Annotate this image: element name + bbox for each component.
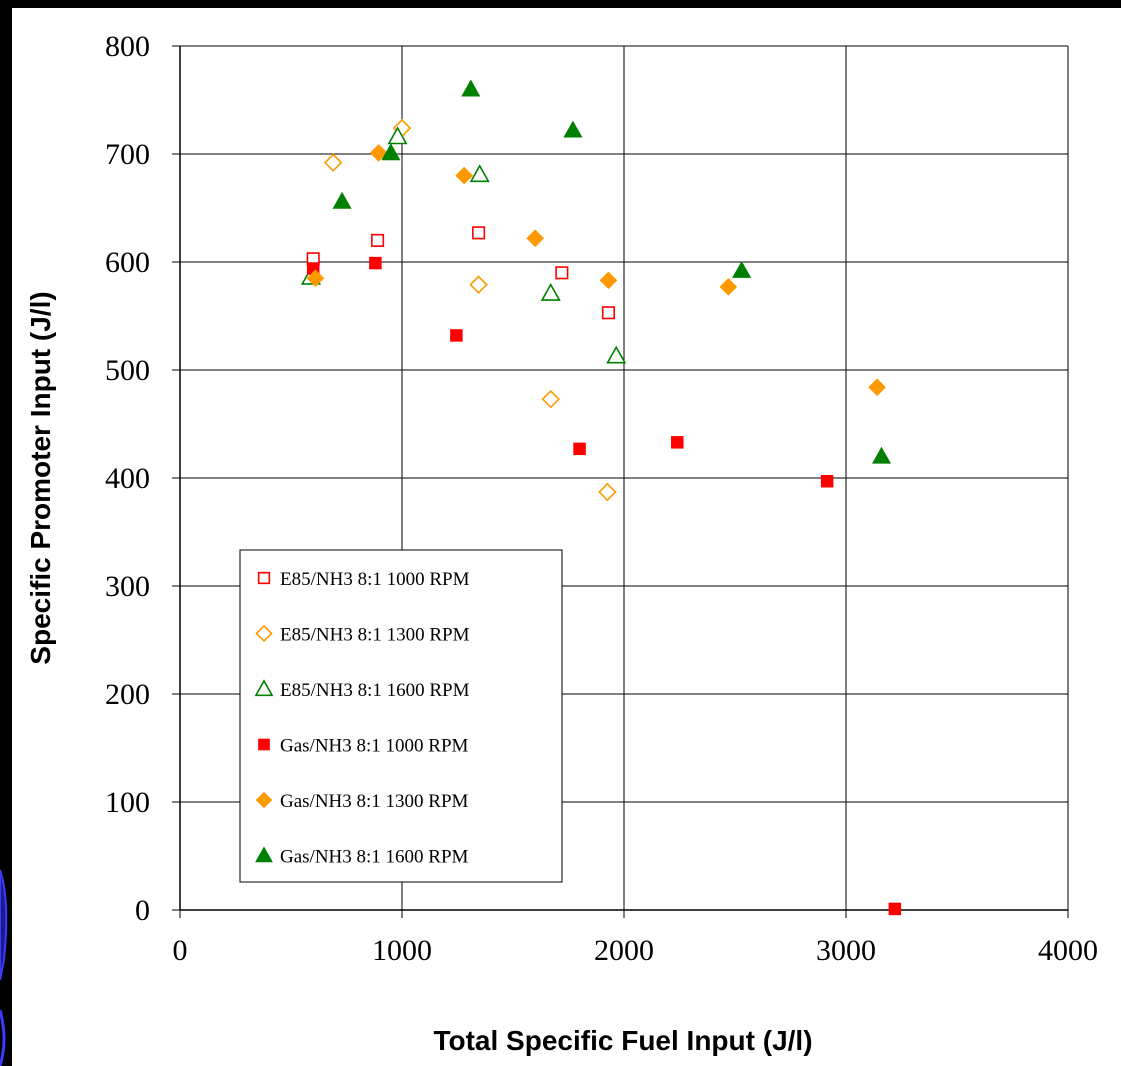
data-point	[719, 278, 738, 296]
data-point	[732, 260, 752, 278]
legend-label: Gas/NH3 8:1 1000 RPM	[280, 736, 469, 757]
data-points	[300, 79, 902, 916]
data-point	[450, 329, 463, 342]
x-tick-label: 2000	[594, 934, 654, 967]
data-point	[871, 446, 892, 464]
data-point	[598, 482, 617, 502]
x-axis-title: Total Specific Fuel Input (J/l)	[433, 1025, 812, 1056]
data-point	[369, 144, 388, 162]
y-tick-label: 800	[105, 30, 150, 63]
data-point	[306, 269, 325, 288]
data-point	[381, 143, 401, 161]
legend-item: E85/NH3 8:1 1600 RPM	[254, 679, 470, 701]
x-tick-label: 0	[173, 934, 188, 967]
legend-marker	[258, 738, 270, 751]
data-point	[526, 229, 545, 248]
legend: E85/NH3 8:1 1000 RPM E85/NH3 8:1 1300 RPM…	[239, 549, 563, 883]
data-point	[371, 233, 385, 247]
data-point	[541, 389, 560, 409]
legend-label: E85/NH3 8:1 1000 RPM	[280, 569, 470, 590]
legend-item: Gas/NH3 8:1 1300 RPM	[255, 791, 469, 812]
series-6	[332, 79, 892, 464]
y-tick-label: 200	[105, 678, 150, 711]
x-tick-label: 4000	[1038, 934, 1098, 967]
x-tick-label: 1000	[372, 934, 432, 967]
data-point	[461, 79, 481, 97]
legend-label: E85/NH3 8:1 1600 RPM	[280, 680, 470, 701]
y-tick-label: 700	[105, 138, 150, 171]
data-point	[323, 153, 343, 172]
data-point	[868, 378, 886, 397]
series-1	[306, 226, 615, 320]
data-point	[601, 306, 615, 320]
y-tick-labels: 0 100 200 300 400 500 600 700 800	[105, 30, 150, 927]
legend-marker	[255, 624, 273, 643]
y-tick-label: 400	[105, 462, 150, 495]
y-tick-label: 600	[105, 246, 150, 279]
legend-item: E85/NH3 8:1 1300 RPM	[255, 624, 470, 646]
axes	[172, 45, 1069, 918]
series-3	[300, 126, 627, 364]
data-point	[820, 475, 834, 488]
x-tick-label: 3000	[816, 934, 876, 967]
y-tick-label: 500	[105, 354, 150, 387]
legend-marker	[255, 846, 273, 863]
series-5	[306, 144, 886, 397]
y-axis-title: Specific Promoter Input (J/l)	[25, 291, 56, 664]
data-point	[469, 275, 488, 294]
data-point	[606, 345, 627, 364]
legend-item: E85/NH3 8:1 1000 RPM	[257, 569, 470, 590]
legend-label: Gas/NH3 8:1 1300 RPM	[280, 791, 469, 812]
data-point	[455, 166, 473, 185]
legend-box	[239, 549, 563, 883]
data-point	[599, 271, 618, 290]
y-tick-label: 100	[105, 786, 150, 819]
data-point	[563, 120, 583, 138]
data-point	[671, 436, 684, 449]
data-point	[332, 191, 352, 209]
x-tick-labels: 0 1000 2000 3000 4000	[173, 934, 1099, 967]
data-point	[472, 226, 486, 240]
legend-label: Gas/NH3 8:1 1600 RPM	[280, 847, 469, 868]
data-point	[888, 902, 902, 916]
data-point	[573, 442, 586, 456]
legend-label: E85/NH3 8:1 1300 RPM	[280, 625, 470, 646]
y-tick-label: 300	[105, 570, 150, 603]
series-2	[323, 118, 617, 502]
legend-item: Gas/NH3 8:1 1000 RPM	[258, 736, 469, 757]
legend-marker	[255, 791, 273, 809]
gridlines	[180, 45, 1069, 910]
y-tick-label: 0	[135, 894, 150, 927]
data-point	[369, 256, 382, 270]
chart-background	[12, 8, 1121, 1066]
data-point	[540, 283, 561, 301]
legend-marker	[257, 571, 271, 585]
legend-item: Gas/NH3 8:1 1600 RPM	[255, 846, 469, 868]
data-point	[469, 164, 490, 183]
data-point	[555, 266, 569, 280]
data-point	[387, 126, 408, 145]
legend-marker	[254, 679, 274, 697]
